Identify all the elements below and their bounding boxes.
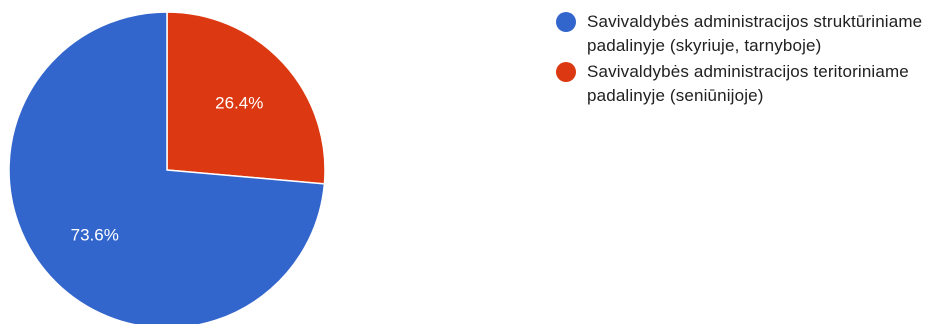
- legend-swatch-teritoriniame: [556, 62, 576, 82]
- legend-label-teritoriniame: Savivaldybės administracijos teritorinia…: [587, 62, 909, 105]
- legend-label-struktūriniame: Savivaldybės administracijos struktūrini…: [587, 12, 923, 55]
- pie-slice-labels: 26.4% 73.6%: [71, 93, 264, 244]
- pie-slice-teritoriniame[interactable]: [166, 11, 326, 185]
- chart-legend: Savivaldybės administracijos struktūrini…: [556, 10, 924, 110]
- pie-slice-struktūriniame[interactable]: [8, 11, 326, 324]
- legend-item-teritoriniame[interactable]: Savivaldybės administracijos teritorinia…: [556, 60, 924, 108]
- pie-slices: [8, 11, 326, 324]
- legend-swatch-struktūriniame: [556, 12, 576, 32]
- legend-item-struktūriniame[interactable]: Savivaldybės administracijos struktūrini…: [556, 10, 924, 58]
- pie-slice-label-teritoriniame: 26.4%: [215, 93, 263, 112]
- pie-slice-label-struktūriniame: 73.6%: [71, 226, 119, 245]
